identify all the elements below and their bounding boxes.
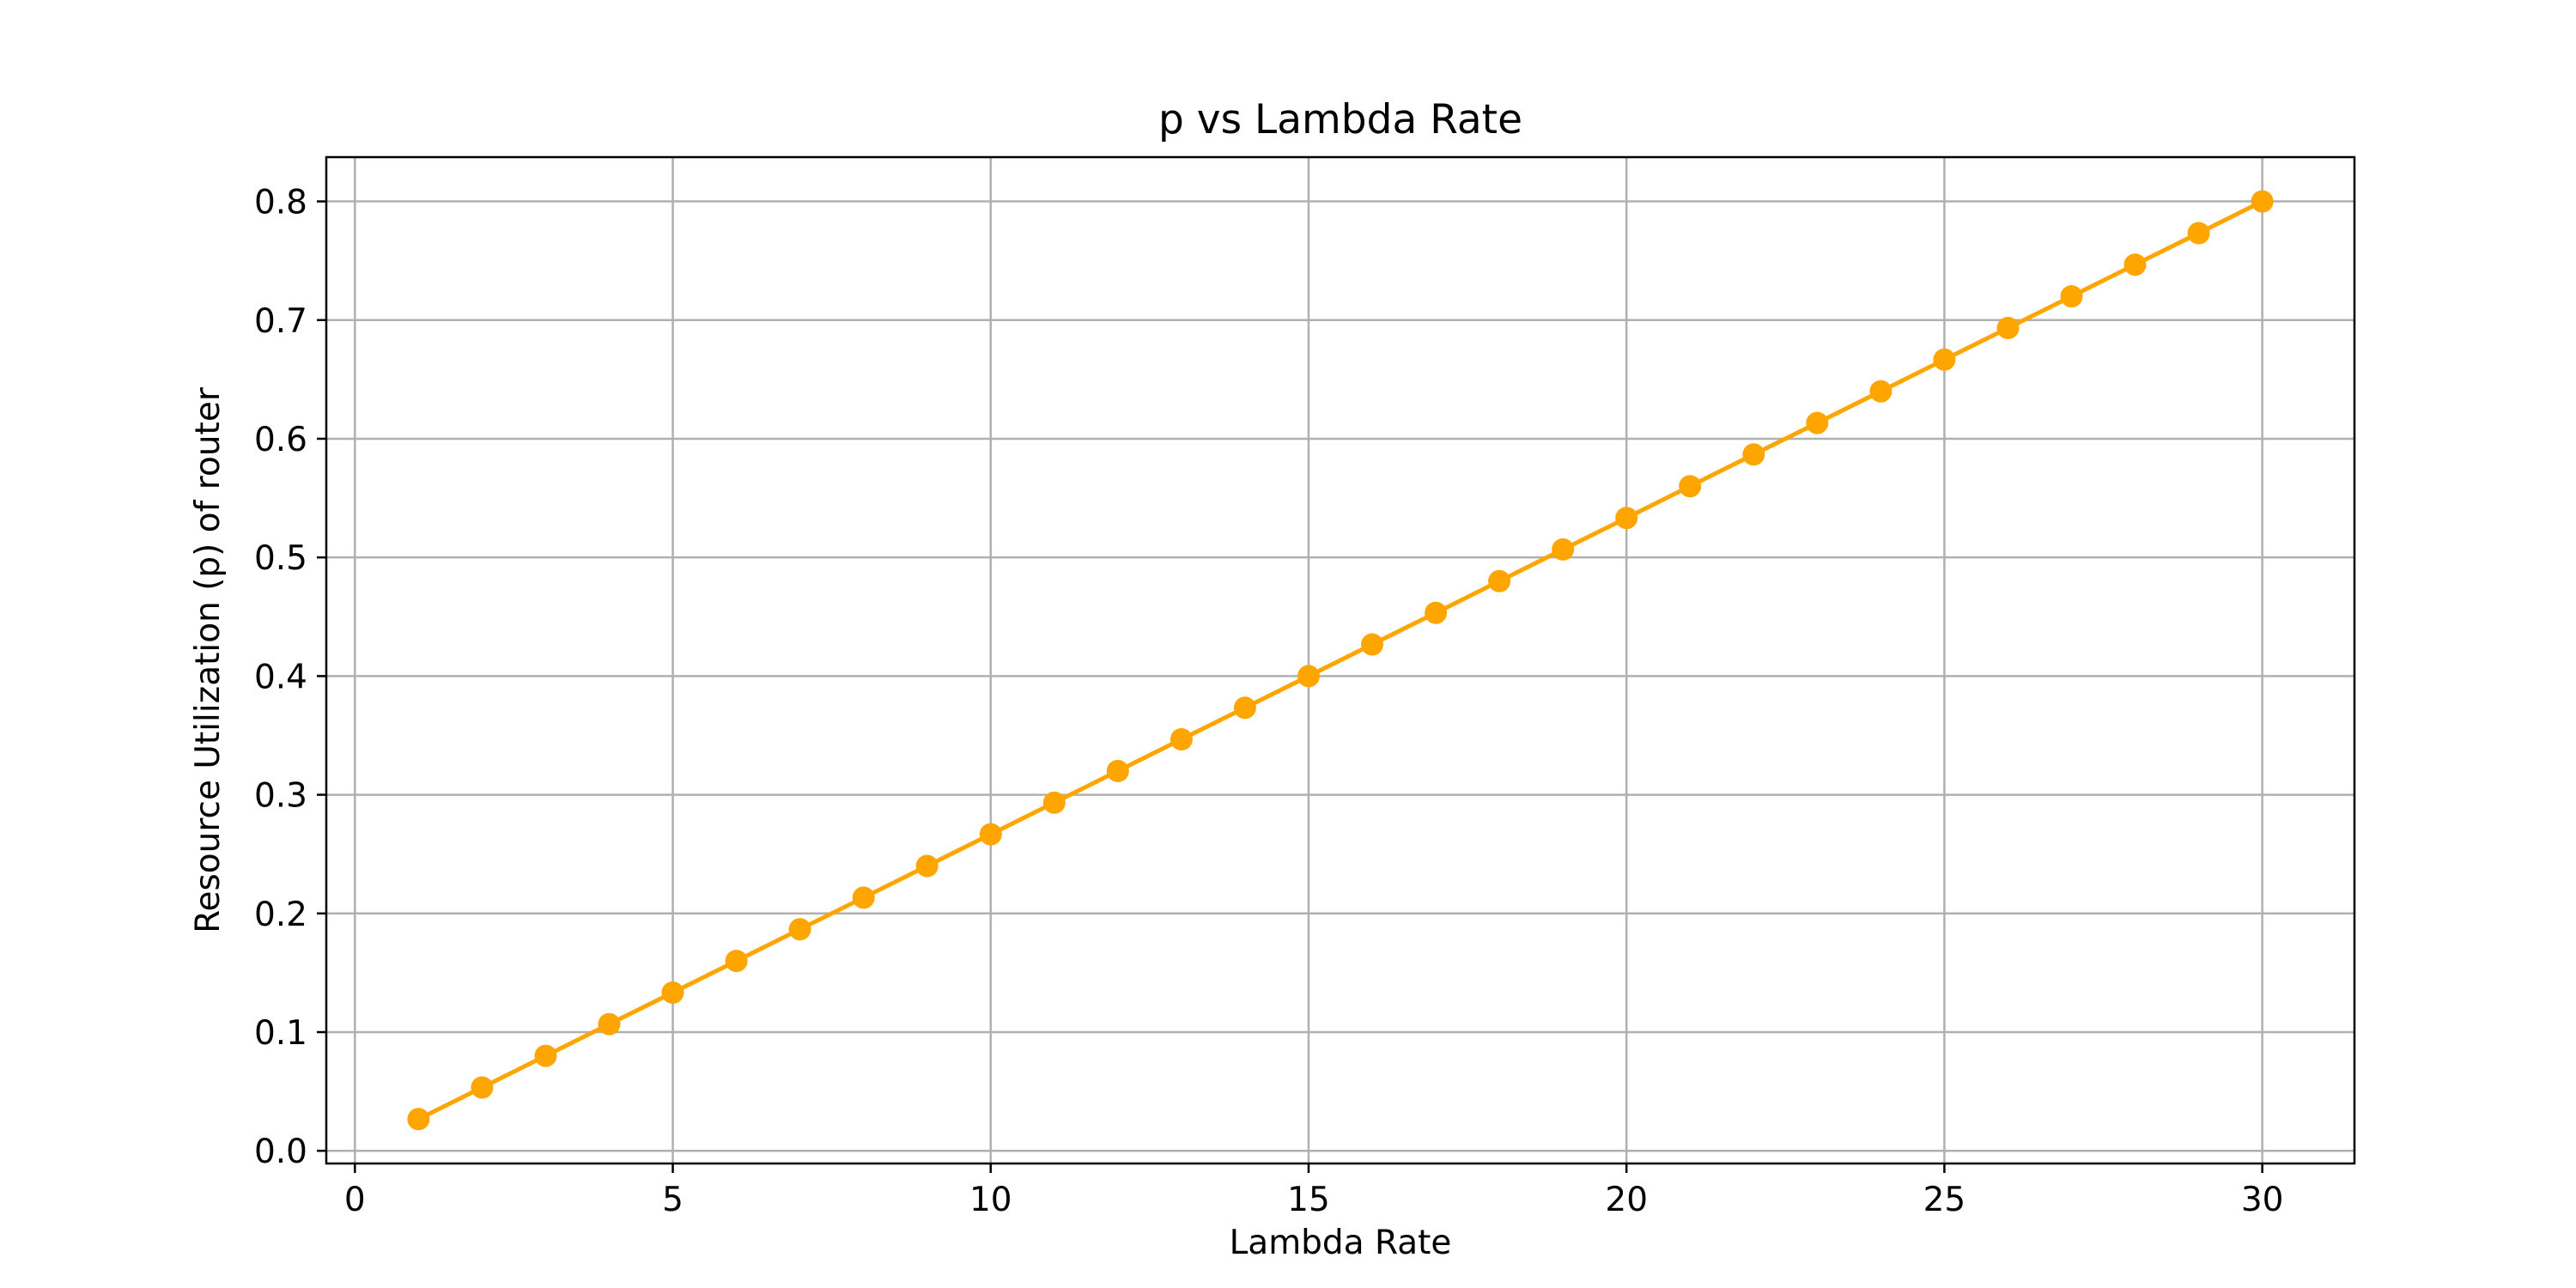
data-point [852, 886, 875, 909]
x-axis-label: Lambda Rate [1230, 1224, 1452, 1262]
data-point [915, 854, 939, 878]
y-tick-label: 0.3 [254, 777, 307, 816]
x-tick-label: 0 [344, 1181, 366, 1219]
data-point [598, 1012, 621, 1036]
y-tick-label: 0.4 [254, 658, 307, 696]
grid [326, 157, 2354, 1163]
data-point [1933, 348, 1956, 371]
y-tick-label: 0.1 [254, 1014, 307, 1053]
data-point [979, 823, 1002, 846]
data-point [1806, 411, 1829, 434]
data-point [1615, 507, 1638, 530]
chart-title: p vs Lambda Rate [1158, 96, 1522, 143]
y-axis-label: Resource Utilization (p) of router [189, 386, 228, 933]
data-point [1297, 665, 1320, 688]
data-point [1742, 443, 1765, 466]
x-tick-label: 5 [662, 1181, 683, 1219]
y-tick-label: 0.2 [254, 896, 307, 934]
y-tick-label: 0.8 [254, 184, 307, 222]
data-point [788, 918, 811, 941]
data-point [1106, 759, 1129, 782]
data-point [1488, 569, 1511, 592]
y-tick-label: 0.7 [254, 302, 307, 341]
x-tick-label: 15 [1287, 1181, 1330, 1219]
y-tick-label: 0.6 [254, 421, 307, 459]
data-point [471, 1076, 494, 1099]
x-tick-label: 10 [969, 1181, 1012, 1219]
series-line [416, 199, 2265, 1121]
ticks: 0 5 10 15 20 25 30 0.0 0.1 0.2 0.3 0.4 0.5 0.6 0.7 0.8 [254, 184, 2283, 1219]
data-point [407, 1108, 430, 1131]
data-point [1869, 380, 1893, 403]
data-point [534, 1044, 557, 1067]
data-point [2123, 253, 2147, 276]
x-tick-label: 20 [1605, 1181, 1648, 1219]
series-layer [407, 190, 2274, 1131]
data-point [661, 981, 684, 1004]
data-point [725, 950, 748, 973]
x-tick-label: 25 [1923, 1181, 1966, 1219]
x-tick-label: 30 [2241, 1181, 2284, 1219]
data-point [1679, 475, 1702, 498]
data-point [1552, 538, 1575, 561]
y-tick-label: 0.5 [254, 539, 307, 578]
data-point [1996, 317, 2020, 339]
data-point [2060, 285, 2083, 308]
data-point [1170, 728, 1193, 750]
data-point [2187, 222, 2210, 245]
data-point [2251, 190, 2274, 213]
data-point [1425, 601, 1448, 624]
data-point [1233, 696, 1256, 720]
plot-frame [325, 155, 2356, 1165]
data-point [1042, 791, 1066, 814]
y-tick-label: 0.0 [254, 1133, 307, 1171]
data-point [1361, 633, 1383, 656]
